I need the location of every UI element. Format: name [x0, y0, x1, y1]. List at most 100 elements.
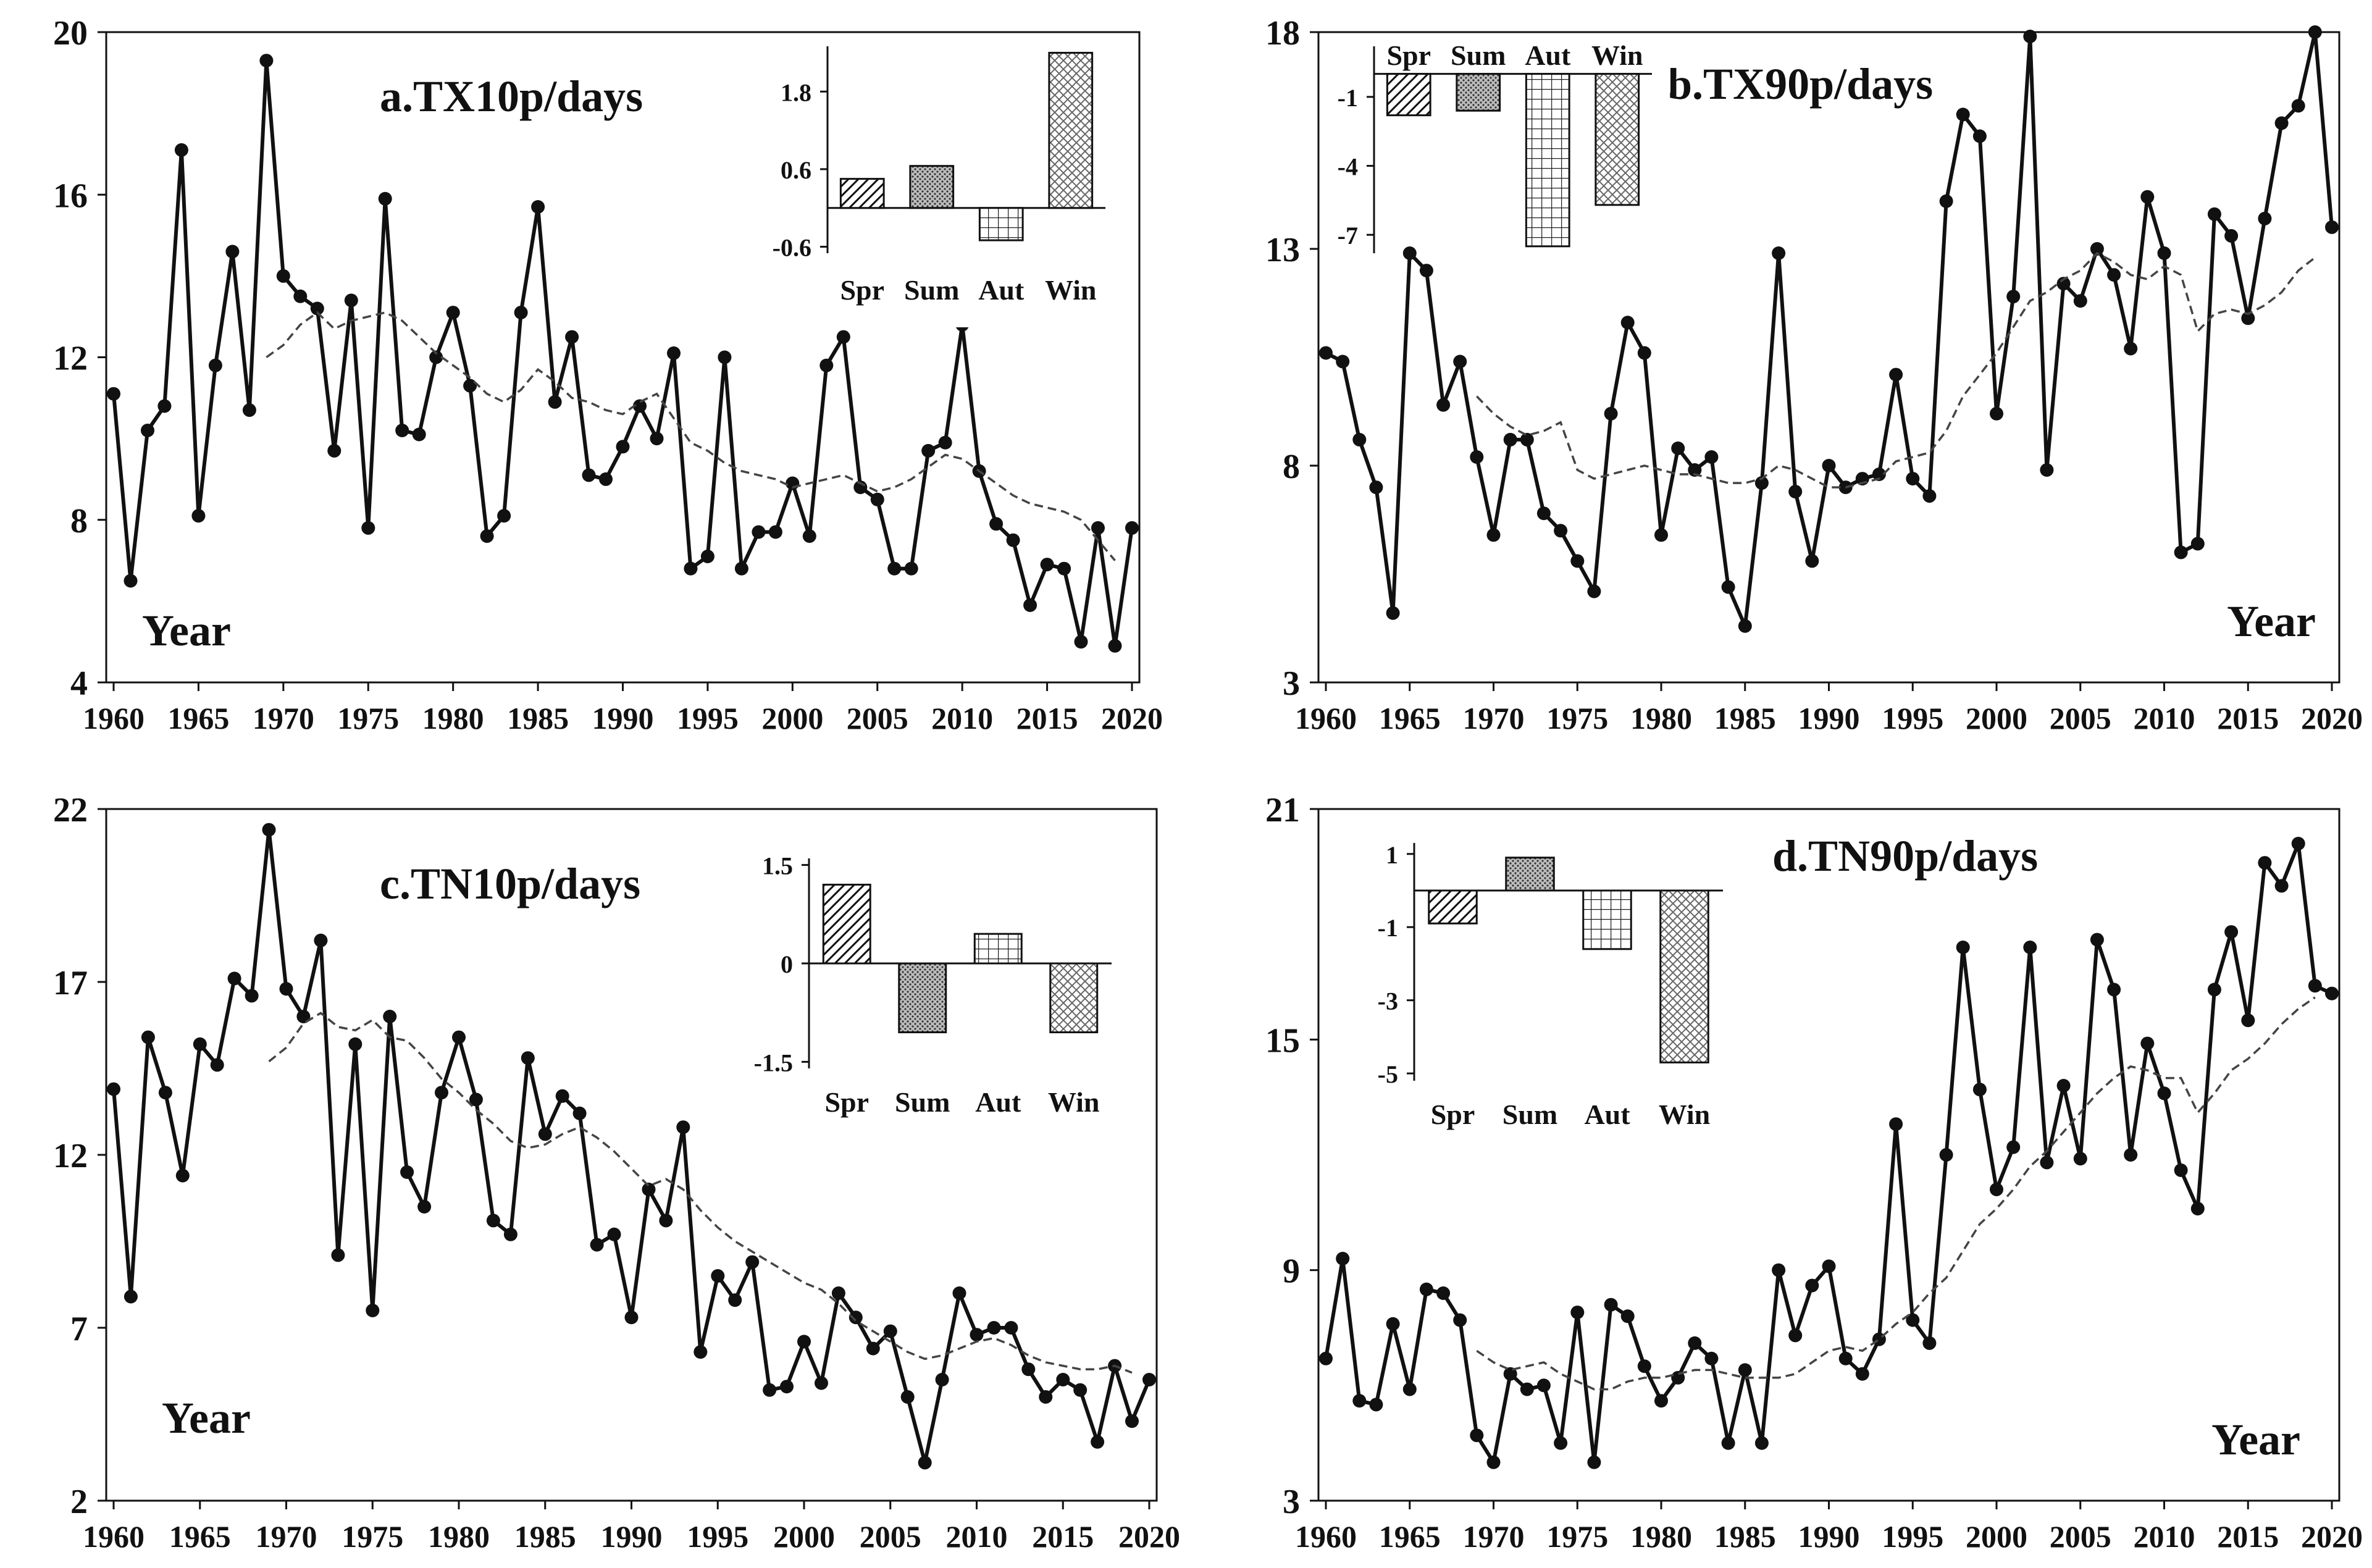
data-point — [1125, 521, 1139, 535]
data-point — [1021, 1362, 1036, 1377]
inset-category-label: Spr — [1431, 1099, 1475, 1130]
data-point — [831, 1286, 845, 1300]
data-point — [2023, 941, 2037, 954]
data-point — [1486, 528, 1501, 542]
data-point — [2140, 190, 2155, 204]
x-tick-label: 1990 — [592, 701, 654, 736]
x-tick-label: 2010 — [2134, 1519, 2195, 1554]
y-tick-label: 21 — [1265, 791, 1300, 829]
inset-category-label: Sum — [904, 274, 959, 306]
data-point — [2090, 242, 2104, 256]
x-tick-label: 2015 — [1016, 701, 1078, 736]
inset-y-tick-label: -4 — [1338, 153, 1358, 181]
data-point — [486, 1214, 500, 1228]
data-point — [650, 432, 664, 446]
data-point — [1805, 1278, 1819, 1293]
inset-bar-sum — [1505, 857, 1555, 892]
data-point — [590, 1238, 604, 1252]
data-point — [987, 1321, 1001, 1335]
x-tick-label: 1970 — [1463, 1519, 1525, 1554]
chart-title: d.TN90p/days — [1772, 831, 2038, 881]
data-point — [599, 472, 613, 486]
data-point — [1604, 406, 1618, 421]
y-tick-label: 3 — [1283, 665, 1300, 703]
data-point — [1688, 1336, 1702, 1350]
data-point — [1520, 1382, 1534, 1396]
inset-bar-spr — [1386, 73, 1431, 117]
x-tick-label: 1965 — [167, 701, 229, 736]
data-point — [1536, 506, 1551, 521]
data-point — [607, 1227, 621, 1241]
x-tick-label: 1975 — [1546, 701, 1608, 736]
data-point — [259, 54, 274, 68]
data-point — [395, 424, 409, 437]
x-tick-label: 2015 — [1032, 1519, 1094, 1554]
data-point — [1788, 1328, 1803, 1343]
data-point — [1040, 558, 1054, 572]
inset-category-label: Win — [1048, 1086, 1100, 1118]
data-point — [2308, 25, 2322, 39]
inset-category-label: Win — [1045, 274, 1097, 306]
data-point — [582, 468, 596, 482]
data-point — [1336, 354, 1350, 369]
x-tick-label: 2000 — [761, 701, 823, 736]
data-point — [191, 509, 206, 523]
x-tick-label: 2005 — [860, 1519, 921, 1554]
inset-y-tick-label: -1 — [1378, 914, 1398, 942]
data-point — [2190, 537, 2205, 551]
chart-title: b.TX90p/days — [1667, 59, 1933, 109]
data-point — [2040, 463, 2054, 477]
x-tick-label: 1975 — [337, 701, 399, 736]
data-point — [1956, 107, 1970, 122]
data-point — [2157, 1086, 2171, 1101]
data-point — [2073, 1152, 2087, 1166]
data-point — [2140, 1036, 2155, 1050]
data-point — [1654, 528, 1668, 542]
x-tick-label: 1995 — [1882, 1519, 1943, 1554]
data-point — [1554, 1436, 1568, 1450]
data-point — [1838, 1351, 1853, 1365]
data-point — [1738, 1363, 1752, 1377]
x-tick-label: 1990 — [1798, 1519, 1860, 1554]
x-tick-label: 2020 — [1118, 1519, 1180, 1554]
panel-c-tn10p: 2 7 12 17 22 1960 1965 1970 1975 1980 1985 1990 1995… — [53, 791, 1180, 1554]
data-point — [1587, 584, 1601, 598]
x-tick-label: 1990 — [1798, 701, 1860, 736]
data-point — [124, 1289, 138, 1304]
x-tick-label: 1960 — [1295, 1519, 1357, 1554]
y-tick-label: 8 — [1283, 448, 1300, 486]
x-tick-label: 1990 — [601, 1519, 663, 1554]
data-point — [1402, 1382, 1417, 1396]
data-point — [819, 358, 834, 372]
data-point — [815, 1376, 828, 1390]
data-point — [331, 1248, 345, 1262]
data-point — [2056, 277, 2071, 291]
data-point — [548, 395, 562, 409]
data-point — [1554, 524, 1568, 538]
data-point — [1091, 521, 1105, 535]
data-point — [1704, 1351, 1719, 1365]
data-point — [624, 1310, 639, 1325]
moving-average-line — [268, 1012, 1133, 1374]
data-point — [327, 443, 342, 458]
data-point — [2325, 986, 2339, 1000]
x-tick-label: 1965 — [1379, 1519, 1441, 1554]
x-tick-label: 2010 — [2134, 701, 2195, 736]
inset-y-tick-label: -1 — [1338, 84, 1358, 112]
data-point — [417, 1200, 432, 1214]
inset-bar-sum — [909, 165, 955, 209]
data-point — [1073, 1383, 1088, 1397]
inset-y-tick-label: 1.5 — [762, 852, 793, 880]
data-point — [1587, 1455, 1601, 1469]
x-axis-label: Year — [2227, 597, 2316, 646]
data-point — [1039, 1390, 1053, 1404]
data-point — [1436, 1286, 1451, 1300]
data-point — [1688, 463, 1702, 477]
data-point — [314, 933, 328, 947]
data-point — [1091, 1435, 1105, 1449]
data-point — [780, 1380, 794, 1394]
data-point — [344, 293, 358, 308]
data-point — [728, 1293, 742, 1307]
data-point — [378, 191, 392, 206]
y-tick-label: 18 — [1265, 14, 1300, 52]
